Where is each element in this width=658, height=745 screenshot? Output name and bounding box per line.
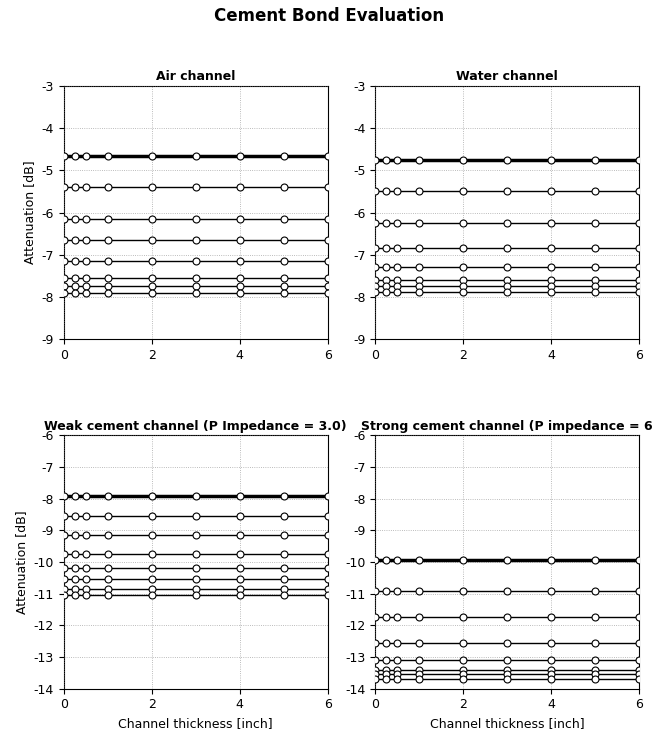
Title: Weak cement channel (P Impedance = 3.0): Weak cement channel (P Impedance = 3.0) [44,420,347,433]
Title: Air channel: Air channel [156,70,236,83]
Title: Water channel: Water channel [456,70,558,83]
Y-axis label: Attenuation [dB]: Attenuation [dB] [15,510,28,614]
Title: Strong cement channel (P impedance = 6: Strong cement channel (P impedance = 6 [361,420,653,433]
Text: Cement Bond Evaluation: Cement Bond Evaluation [214,7,444,25]
Y-axis label: Attenuation [dB]: Attenuation [dB] [23,161,36,264]
X-axis label: Channel thickness [inch]: Channel thickness [inch] [118,717,273,730]
X-axis label: Channel thickness [inch]: Channel thickness [inch] [430,717,584,730]
